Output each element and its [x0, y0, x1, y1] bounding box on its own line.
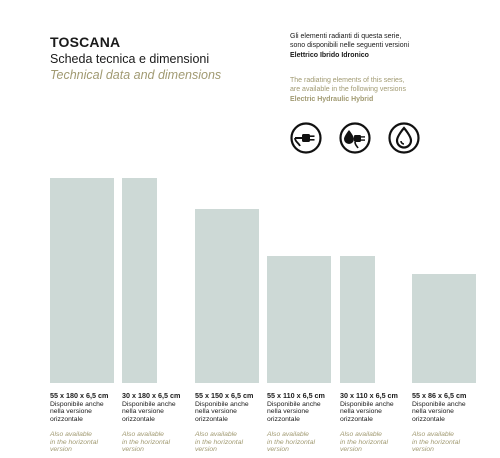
versions-note-english: The radiating elements of this series, a… [290, 76, 490, 104]
dimension-label: 55 x 86 x 6,5 cm [412, 391, 467, 400]
size-label-block: 30 x 110 x 6,5 cm Disponibile anche nell… [340, 391, 410, 453]
versions-list-english: Electric Hydraulic Hybrid [290, 95, 374, 103]
product-title: TOSCANA [50, 34, 121, 50]
note-english: Also available in the horizontal version [340, 431, 410, 453]
note-italian: Disponibile anche nella versione orizzon… [122, 401, 192, 423]
note-it-line: Disponibile anche [195, 401, 249, 408]
note-en-line: Also available [412, 431, 454, 439]
note-english: Also available in the horizontal version [412, 431, 482, 453]
note-english: Also available in the horizontal version [267, 431, 337, 453]
version-icons [290, 122, 420, 154]
note-it-line: nella versione [50, 408, 92, 416]
size-label-block: 30 x 180 x 6,5 cm Disponibile anche nell… [122, 391, 192, 453]
note-english: Also available in the horizontal version [122, 431, 192, 453]
note-en-line: Also available [267, 431, 309, 439]
note-italian: Disponibile anche nella versione orizzon… [267, 401, 337, 423]
hybrid-plug-drop-icon [339, 122, 371, 154]
size-label-block: 55 x 150 x 6,5 cm Disponibile anche nell… [195, 391, 265, 453]
note-it-line: nella versione [195, 408, 237, 416]
note-en-line: Also available [50, 431, 92, 439]
note-italian: Disponibile anche nella versione orizzon… [412, 401, 482, 423]
dimension-label: 30 x 110 x 6,5 cm [340, 391, 398, 400]
versions-list-italian: Elettrico Ibrido Idronico [290, 51, 369, 59]
size-label-block: 55 x 110 x 6,5 cm Disponibile anche nell… [267, 391, 337, 453]
note-italian: Disponibile anche nella versione orizzon… [50, 401, 120, 423]
note-it-line: Disponibile anche [267, 401, 321, 408]
note-en-line: in the horizontal [122, 438, 170, 446]
note-en-line: in the horizontal [50, 438, 98, 446]
radiator-bar-55x86 [412, 274, 476, 383]
versions-note-en-line2: are available in the following versions [290, 86, 406, 94]
water-drop-icon [388, 122, 420, 154]
dimension-label: 55 x 180 x 6,5 cm [50, 391, 109, 400]
note-it-line: nella versione [122, 408, 164, 416]
note-it-line: nella versione [340, 408, 382, 416]
note-en-line: in the horizontal [195, 438, 243, 446]
versions-note-it-line2: sono disponibili nelle seguenti versioni [290, 42, 410, 50]
note-en-line: version [267, 446, 289, 454]
note-it-line: orizzontale [50, 415, 83, 423]
dimension-label: 55 x 110 x 6,5 cm [267, 391, 325, 400]
note-en-line: in the horizontal [267, 438, 315, 446]
radiator-bar-30x110 [340, 256, 375, 383]
note-it-line: Disponibile anche [412, 401, 466, 408]
size-label-block: 55 x 180 x 6,5 cm Disponibile anche nell… [50, 391, 120, 453]
dimension-label: 30 x 180 x 6,5 cm [122, 391, 181, 400]
note-italian: Disponibile anche nella versione orizzon… [195, 401, 265, 423]
note-en-line: version [340, 446, 362, 454]
versions-note-italian: Gli elementi radianti di questa serie, s… [290, 32, 490, 60]
note-it-line: Disponibile anche [340, 401, 394, 408]
note-it-line: orizzontale [195, 415, 228, 423]
note-it-line: orizzontale [340, 415, 373, 423]
note-it-line: Disponibile anche [50, 401, 104, 408]
versions-note-en-line1: The radiating elements of this series, [290, 77, 405, 84]
note-english: Also available in the horizontal version [50, 431, 120, 453]
note-en-line: version [122, 446, 144, 454]
note-en-line: version [50, 446, 72, 454]
subtitle-english: Technical data and dimensions [50, 68, 222, 82]
note-en-line: version [195, 446, 217, 454]
note-it-line: orizzontale [412, 415, 445, 423]
note-it-line: Disponibile anche [122, 401, 176, 408]
dimension-label: 55 x 150 x 6,5 cm [195, 391, 254, 400]
subtitle-italian: Scheda tecnica e dimensioni [50, 52, 210, 66]
note-it-line: orizzontale [267, 415, 300, 423]
size-label-block: 55 x 86 x 6,5 cm Disponibile anche nella… [412, 391, 482, 453]
radiator-bar-55x110 [267, 256, 331, 383]
radiator-bar-30x180 [122, 178, 157, 383]
note-italian: Disponibile anche nella versione orizzon… [340, 401, 410, 423]
note-en-line: Also available [122, 431, 164, 439]
note-it-line: nella versione [267, 408, 309, 416]
versions-note-it-line1: Gli elementi radianti di questa serie, [290, 33, 402, 40]
radiator-bar-55x150 [195, 209, 259, 383]
note-it-line: nella versione [412, 408, 454, 416]
note-en-line: Also available [195, 431, 237, 439]
note-en-line: Also available [340, 431, 382, 439]
note-en-line: in the horizontal [340, 438, 388, 446]
electric-plug-icon [290, 122, 322, 154]
note-en-line: version [412, 446, 434, 454]
note-it-line: orizzontale [122, 415, 155, 423]
note-english: Also available in the horizontal version [195, 431, 265, 453]
note-en-line: in the horizontal [412, 438, 460, 446]
radiator-bar-55x180 [50, 178, 114, 383]
